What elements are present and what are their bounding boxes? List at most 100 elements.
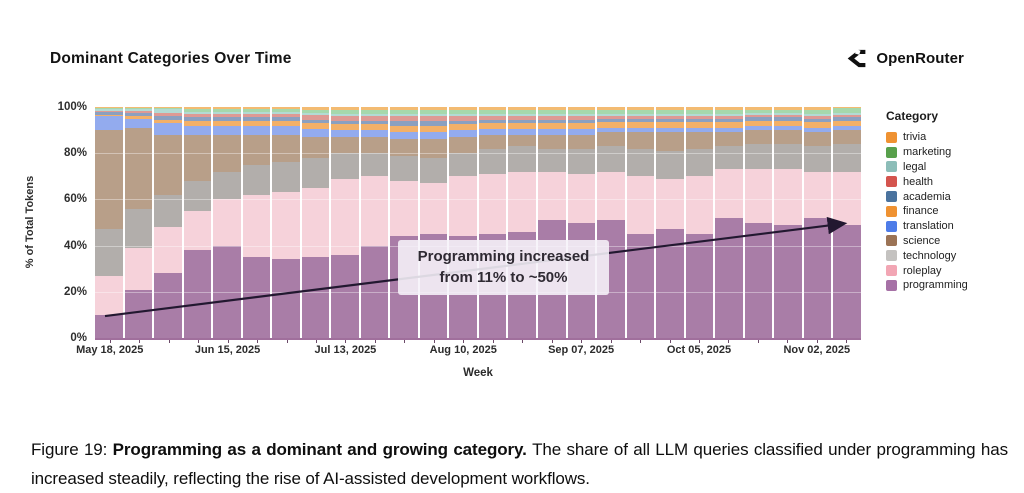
x-tick-label-6: Nov 02, 2025 <box>783 344 851 356</box>
bar-segment-marketing <box>360 109 389 114</box>
bar-segment-translation <box>272 125 300 135</box>
bar-segment-health <box>833 115 861 118</box>
bar-segment-technology <box>419 157 448 184</box>
bar-segment-roleplay <box>360 176 389 246</box>
bar-segment-technology <box>537 148 566 172</box>
bar-column-week-3 <box>154 107 182 338</box>
bar-segment-trivia <box>154 107 182 109</box>
bar-segment-translation <box>331 130 359 138</box>
x-tick-mark <box>698 340 700 343</box>
legend-swatch-roleplay <box>886 265 897 277</box>
bar-segment-marketing <box>478 109 507 115</box>
x-tick-mark <box>109 340 111 343</box>
bar-segment-legal <box>567 114 596 117</box>
bar-segment-technology <box>567 148 596 174</box>
legend-item-science: science <box>886 234 1016 249</box>
bar-segment-programming <box>360 245 389 338</box>
bar-segment-translation <box>567 128 596 135</box>
bar-segment-translation <box>390 132 418 140</box>
bar-segment-science <box>419 139 448 158</box>
bar-segment-technology <box>508 146 536 172</box>
x-tick-label-5: Oct 05, 2025 <box>666 344 732 356</box>
bar-segment-roleplay <box>626 176 655 235</box>
bar-segment-science <box>626 132 655 149</box>
bar-segment-technology <box>715 146 743 170</box>
legend-swatch-programming <box>886 279 897 291</box>
bar-segment-health <box>774 115 802 118</box>
bar-segment-health <box>95 110 123 112</box>
bar-column-week-15 <box>508 107 536 338</box>
bar-segment-roleplay <box>449 176 477 237</box>
legend-swatch-finance <box>886 205 897 217</box>
bar-segment-science <box>124 127 153 209</box>
bar-segment-legal <box>833 112 861 116</box>
bar-column-week-25 <box>803 107 832 338</box>
bar-segment-science <box>508 134 536 147</box>
x-axis-line <box>95 338 861 340</box>
bar-segment-finance <box>508 123 536 129</box>
bar-segment-marketing <box>419 109 448 115</box>
chart-plot-area <box>95 107 861 338</box>
legend-swatch-translation <box>886 220 897 232</box>
bar-segment-trivia <box>449 107 477 110</box>
bar-segment-translation <box>419 132 448 140</box>
bar-segment-science <box>449 137 477 154</box>
bar-segment-academia <box>331 120 359 125</box>
bar-segment-trivia <box>744 107 773 110</box>
bar-segment-health <box>508 116 536 120</box>
x-tick-mark <box>257 340 259 343</box>
bar-segment-science <box>154 134 182 195</box>
bar-segment-health <box>242 114 271 118</box>
bar-segment-health <box>419 116 448 122</box>
bar-segment-legal <box>685 114 714 117</box>
x-tick-mark <box>433 340 435 343</box>
bar-segment-translation <box>242 125 271 135</box>
bar-segment-trivia <box>567 107 596 110</box>
bar-segment-trivia <box>390 107 418 110</box>
bar-segment-technology <box>95 229 123 276</box>
x-tick-mark <box>227 340 229 343</box>
bar-segment-finance <box>478 123 507 129</box>
x-tick-mark <box>522 340 524 343</box>
bar-segment-finance <box>301 123 330 129</box>
bar-segment-academia <box>154 116 182 120</box>
bar-segment-marketing <box>833 108 861 113</box>
legend-label-trivia: trivia <box>903 131 927 144</box>
bar-segment-finance <box>449 124 477 131</box>
x-tick-mark <box>728 340 730 343</box>
bar-segment-health <box>715 116 743 119</box>
bar-segment-roleplay <box>685 176 714 235</box>
bar-segment-legal <box>597 114 625 117</box>
bar-segment-legal <box>331 113 359 117</box>
bar-segment-science <box>360 137 389 154</box>
legend-item-translation: translation <box>886 219 1016 234</box>
bar-segment-legal <box>360 113 389 117</box>
bar-segment-technology <box>597 146 625 172</box>
bar-segment-translation <box>685 127 714 133</box>
bar-segment-science <box>183 134 212 181</box>
legend-label-science: science <box>903 234 941 247</box>
bar-segment-finance <box>154 119 182 124</box>
bar-column-week-22 <box>715 107 743 338</box>
bar-segment-marketing <box>744 109 773 114</box>
bar-segment-trivia <box>833 107 861 109</box>
bar-segment-science <box>272 134 300 163</box>
caption-prefix: Figure 19: <box>31 440 113 459</box>
bar-segment-academia <box>567 119 596 124</box>
legend: Category trivia marketing legal health acade… <box>886 109 1016 293</box>
bar-segment-health <box>272 114 300 118</box>
y-axis-title: % of Total Tokens <box>24 175 36 269</box>
bar-segment-translation <box>537 128 566 135</box>
openrouter-logo-icon <box>848 49 866 68</box>
bar-segment-roleplay <box>301 187 330 258</box>
bar-segment-finance <box>715 122 743 128</box>
bar-segment-trivia <box>272 107 300 110</box>
bar-segment-technology <box>626 148 655 177</box>
bar-segment-translation <box>626 127 655 133</box>
bar-column-week-10 <box>360 107 389 338</box>
bar-column-week-18 <box>597 107 625 338</box>
bar-segment-trivia <box>715 107 743 110</box>
bar-segment-legal <box>242 111 271 115</box>
bar-segment-legal <box>124 109 153 111</box>
bar-segment-finance <box>597 122 625 128</box>
